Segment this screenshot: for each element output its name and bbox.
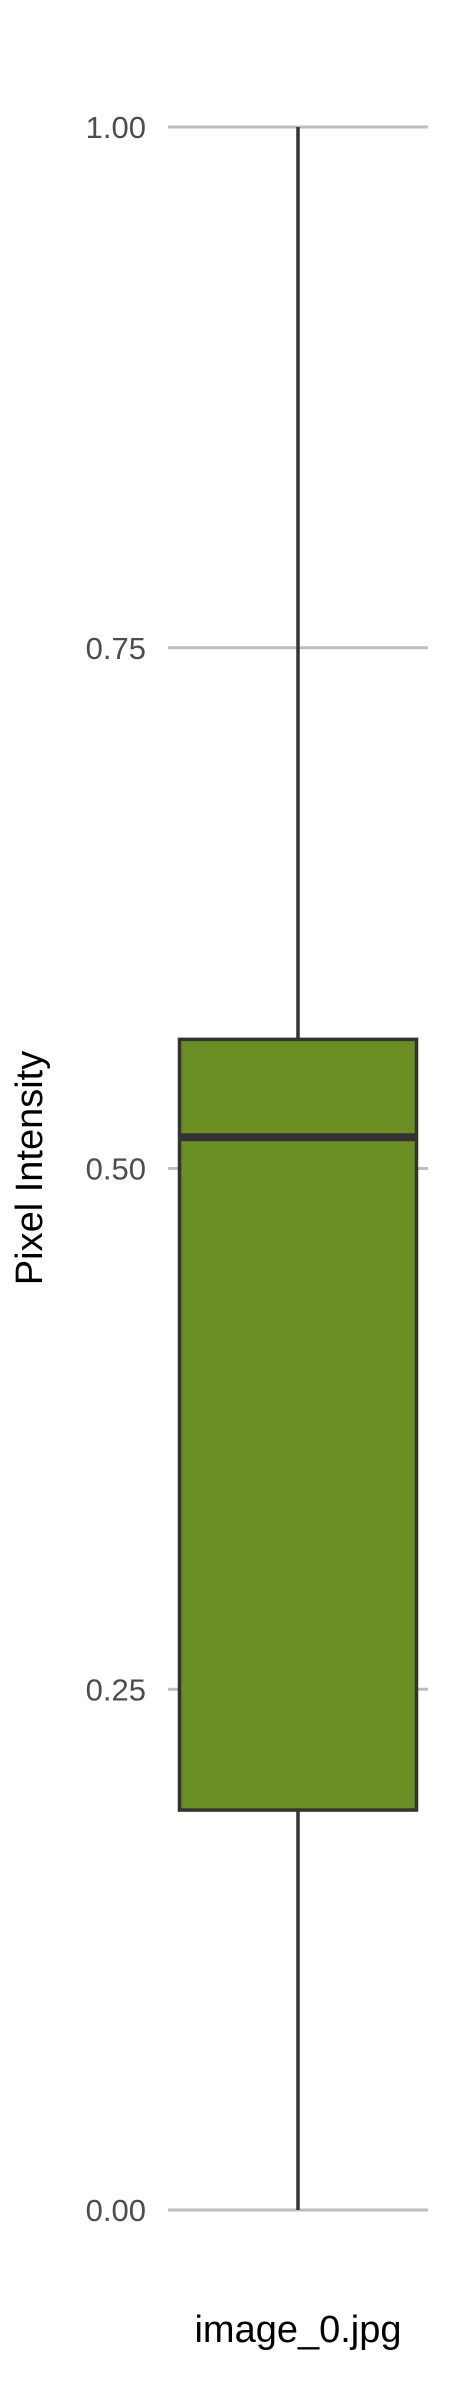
iqr-box: [177, 1037, 419, 1812]
y-tick-label-2: 0.50: [86, 1152, 146, 1187]
x-axis-categories: image_0.jpg: [194, 2309, 401, 2351]
y-axis-title: Pixel Intensity: [9, 1051, 51, 1285]
y-axis-ticks: 0.00 0.25 0.50 0.75 1.00: [86, 110, 146, 2228]
x-category-label-0: image_0.jpg: [194, 2309, 401, 2351]
y-tick-label-0: 0.00: [86, 2193, 146, 2228]
box-0: [177, 127, 419, 2210]
y-tick-label-1: 0.25: [86, 1672, 146, 1707]
y-tick-label-3: 0.75: [86, 631, 146, 666]
box-plot-series: [177, 127, 419, 2210]
y-tick-label-4: 1.00: [86, 110, 146, 145]
